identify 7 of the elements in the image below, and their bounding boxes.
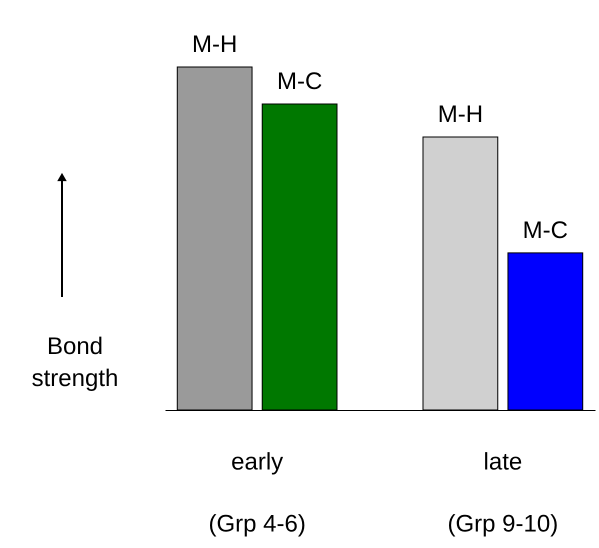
text: M-H: [438, 100, 484, 128]
category-label: late (Grp 9-10): [448, 448, 558, 538]
y-axis-title: Bond strength: [32, 333, 118, 392]
text: M-C: [522, 216, 568, 244]
series-label: M-C: [276, 68, 322, 96]
category-label: early (Grp 4-6): [208, 448, 306, 538]
series-label: M-H: [192, 31, 238, 58]
